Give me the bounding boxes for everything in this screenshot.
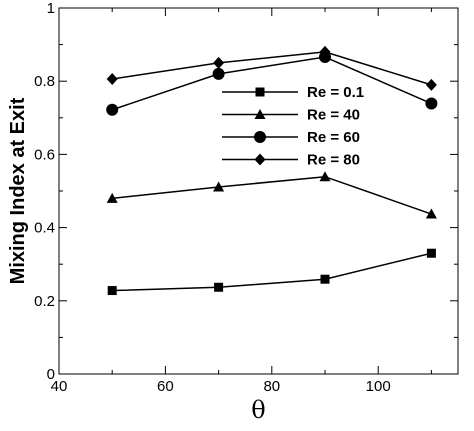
series-line [112,51,432,86]
series-line [112,252,432,292]
legend-label: Re = 0.1 [307,84,364,101]
x-axis-title: θ [251,396,265,424]
data-point [107,286,117,296]
y-tick-label: 0.6 [34,146,55,163]
legend-marker [254,131,266,143]
y-tick-label: 0.2 [34,293,55,310]
y-tick-label: 1 [47,0,55,17]
data-point [214,282,224,292]
data-point [425,208,437,219]
legend-label: Re = 60 [307,129,360,146]
data-point [320,274,330,284]
legend-marker [254,153,266,166]
series-line [111,56,432,111]
data-point [106,192,118,203]
data-point [319,45,331,58]
legend: Re = 0.1 Re = 40 Re = 60 Re = 80 [222,84,364,169]
ticks: 40 60 80 100 0 0.2 0.4 0.6 0.8 1 [34,0,458,395]
legend-label: Re = 80 [307,152,360,169]
data-point [426,248,436,258]
series [106,45,438,296]
data-point [425,78,437,91]
x-tick-label: 80 [263,378,280,395]
legend-marker [254,109,266,119]
legend-entry: Re = 80 [222,152,360,169]
y-tick-label: 0.8 [34,73,55,90]
y-tick-label: 0 [47,366,55,383]
legend-entry: Re = 0.1 [222,84,364,101]
plot-frame [58,7,459,375]
series-diamond [106,45,437,91]
legend-entry: Re = 40 [222,107,360,124]
series-square [107,248,436,296]
y-tick-label: 0.4 [34,220,55,237]
legend-marker [255,87,265,97]
series-triangle [106,171,437,219]
data-point [319,171,331,182]
legend-entry: Re = 60 [222,129,360,146]
x-tick-label: 60 [157,378,174,395]
data-point [213,56,225,69]
series-line [112,175,432,215]
data-point [212,67,225,80]
axes [58,7,459,375]
x-tick-label: 100 [366,378,391,395]
data-point [106,103,119,116]
legend-label: Re = 40 [307,107,360,124]
data-point [425,97,438,110]
data-point [213,181,225,192]
series-circle [106,51,438,116]
data-point [106,73,118,86]
y-axis-title: Mixing Index at Exit [7,97,29,284]
x-tick-label: 40 [51,378,68,395]
